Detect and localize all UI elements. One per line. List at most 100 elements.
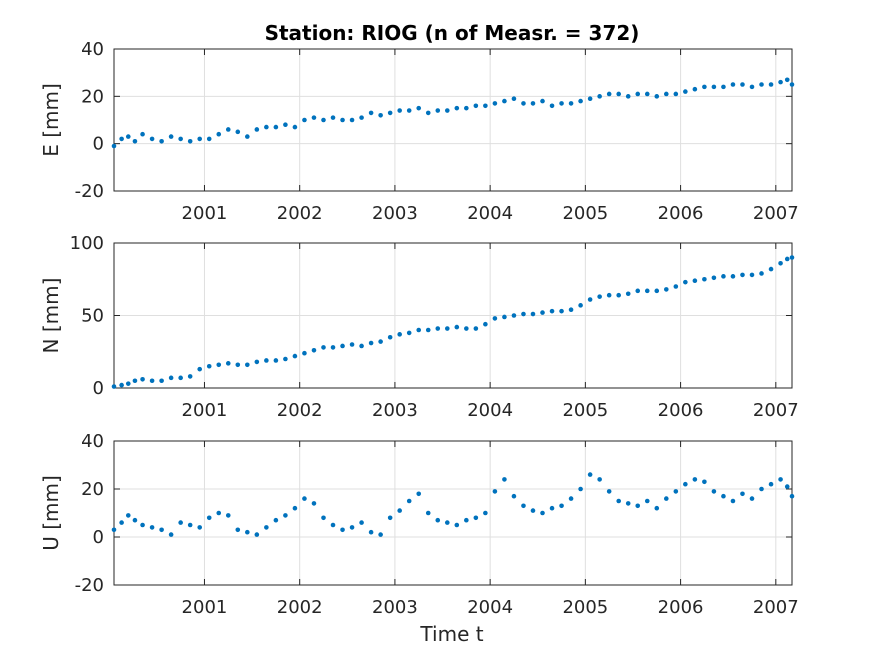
data-point [435, 517, 441, 523]
data-point [387, 110, 393, 116]
data-point [159, 139, 164, 144]
data-point [283, 356, 288, 362]
data-point [206, 515, 212, 521]
x-tick-label: 2001 [182, 597, 228, 618]
data-point [178, 136, 183, 142]
data-point [654, 94, 660, 99]
data-point [416, 491, 422, 497]
data-point [664, 91, 669, 97]
data-point [178, 520, 183, 525]
data-point [225, 513, 231, 518]
y-tick-label: 20 [81, 479, 104, 500]
data-point [784, 77, 790, 83]
data-point [187, 139, 193, 144]
data-point [521, 503, 526, 509]
y-axis-label: N [mm] [39, 278, 63, 354]
data-point [378, 532, 383, 537]
data-point [132, 139, 138, 144]
data-point [635, 91, 641, 97]
data-point [406, 108, 412, 113]
data-point [568, 496, 574, 501]
data-point [473, 326, 479, 331]
data-point [473, 103, 479, 109]
data-point [125, 513, 131, 518]
data-point [387, 515, 393, 521]
data-point [245, 362, 250, 368]
data-point [111, 384, 117, 389]
x-tick-label: 2001 [182, 203, 228, 224]
data-point [111, 527, 117, 533]
data-point [397, 332, 402, 337]
data-point [568, 101, 574, 106]
data-point [625, 291, 631, 297]
x-tick-label: 2002 [277, 400, 323, 421]
y-tick-label: 20 [81, 86, 104, 107]
data-point [692, 86, 698, 92]
data-point [125, 134, 131, 139]
data-point [444, 108, 450, 113]
axes-frame [113, 242, 793, 389]
data-point [444, 326, 450, 331]
data-point [789, 82, 795, 87]
data-point [616, 498, 621, 504]
data-point [759, 486, 764, 492]
data-point [625, 501, 631, 506]
data-point [187, 522, 193, 528]
data-point [206, 136, 212, 142]
data-point [321, 515, 326, 521]
data-point [530, 101, 536, 106]
data-point [578, 303, 583, 308]
y-tick-label: 100 [70, 233, 104, 254]
data-point [511, 313, 517, 318]
data-point [730, 82, 736, 87]
data-point [464, 105, 469, 111]
panel-1: 2001 2002 2003 2004 2005 2006 2007 -20 0 20 40 E [m… [39, 39, 799, 224]
data-point [292, 505, 298, 511]
data-series [111, 77, 795, 149]
data-point [378, 339, 383, 344]
y-axis-label: E [mm] [39, 83, 63, 157]
data-point [349, 525, 355, 530]
data-point [168, 375, 174, 381]
data-point [235, 527, 241, 533]
x-tick-label: 2004 [467, 597, 513, 618]
data-point [378, 112, 383, 118]
panels: 2001 2002 2003 2004 2005 2006 2007 -20 0 20 40 E [m… [39, 39, 799, 618]
data-point [559, 503, 564, 509]
data-series [111, 472, 795, 537]
data-point [264, 525, 269, 530]
x-tick-label: 2005 [562, 597, 608, 618]
data-point [235, 362, 241, 368]
x-tick-label: 2007 [753, 597, 799, 618]
data-point [140, 131, 145, 137]
data-point [264, 358, 269, 363]
y-tick-label: -20 [75, 575, 104, 596]
data-point [283, 122, 288, 128]
data-point [768, 481, 774, 487]
data-point [721, 84, 726, 90]
x-tick-label: 2003 [372, 203, 418, 224]
y-tick-label: 0 [93, 527, 104, 548]
data-point [740, 82, 745, 87]
data-point [721, 493, 726, 499]
data-point [768, 266, 774, 272]
x-tick-label: 2005 [562, 203, 608, 224]
data-point [683, 481, 688, 487]
data-point [502, 314, 507, 320]
x-tick-label: 2006 [658, 597, 704, 618]
data-point [140, 377, 145, 382]
axes-frame [113, 440, 793, 586]
data-point [635, 503, 641, 509]
data-point [778, 261, 783, 266]
data-point [616, 91, 621, 97]
data-point [778, 79, 783, 85]
data-point [502, 477, 507, 482]
data-point [616, 292, 621, 298]
data-point [159, 527, 164, 533]
data-point [549, 308, 555, 314]
data-point [730, 498, 736, 504]
data-point [292, 124, 298, 130]
data-point [625, 94, 631, 99]
x-tick-label: 2007 [753, 400, 799, 421]
